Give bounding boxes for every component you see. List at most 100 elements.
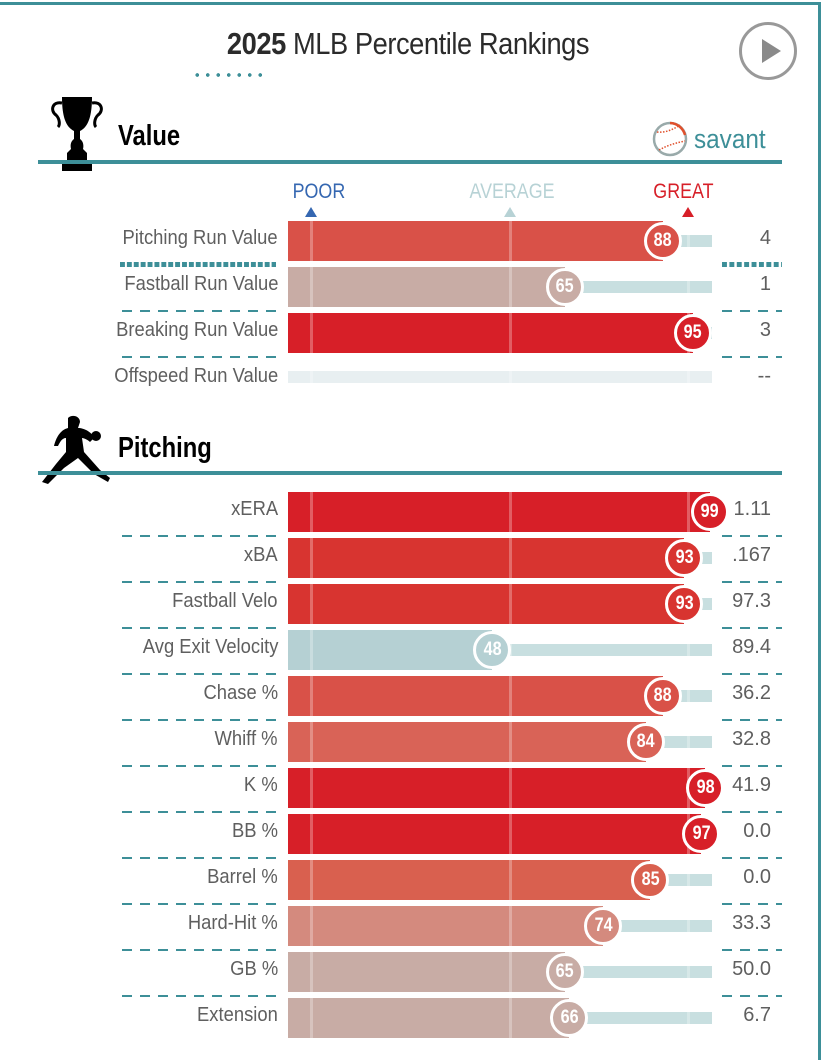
- average-gridline: [509, 538, 512, 578]
- row-divider: [722, 949, 782, 951]
- metric-row[interactable]: Chase % 88 36.2: [0, 676, 816, 716]
- poor-gridline: [310, 313, 313, 353]
- row-divider: [122, 535, 278, 537]
- poor-gridline: [310, 952, 313, 992]
- metric-label: Fastball Velo: [172, 590, 278, 612]
- metric-label: GB %: [229, 958, 278, 980]
- trophy-icon: [51, 97, 103, 171]
- poor-gridline: [310, 998, 313, 1038]
- section-divider-value: [38, 160, 782, 164]
- great-gridline: [687, 860, 690, 900]
- average-gridline: [509, 814, 512, 854]
- row-divider: [122, 581, 278, 583]
- metric-row[interactable]: Whiff % 84 32.8: [0, 722, 816, 762]
- average-gridline: [509, 998, 512, 1038]
- great-gridline: [687, 630, 690, 670]
- row-divider: [122, 995, 278, 997]
- percentile-bar: [288, 952, 565, 992]
- metric-row[interactable]: Fastball Run Value 65 1: [0, 267, 816, 307]
- percentile-badge: 88: [643, 222, 682, 260]
- row-divider: [122, 765, 278, 767]
- row-divider: [122, 310, 278, 312]
- average-gridline: [509, 768, 512, 808]
- metric-value: --: [757, 365, 771, 387]
- percentile-bar: [288, 722, 646, 762]
- percentile-track: [288, 371, 712, 383]
- percentile-value: 93: [675, 593, 694, 614]
- metric-label: Offspeed Run Value: [113, 365, 278, 387]
- metric-row[interactable]: xBA 93 .167: [0, 538, 816, 578]
- great-gridline: [687, 998, 690, 1038]
- title-underline-dots: [192, 73, 266, 77]
- poor-gridline: [310, 630, 313, 670]
- average-gridline: [509, 676, 512, 716]
- page-title: 2025 MLB Percentile Rankings: [49, 26, 767, 62]
- poor-gridline: [310, 906, 313, 946]
- percentile-value: 74: [594, 915, 613, 936]
- metric-label: Hard-Hit %: [188, 912, 278, 934]
- metric-label: Extension: [197, 1004, 278, 1026]
- percentile-badge: 95: [673, 314, 712, 352]
- row-divider: [722, 903, 782, 905]
- average-gridline: [509, 313, 512, 353]
- percentile-value: 99: [700, 501, 719, 522]
- savant-logo[interactable]: savant: [652, 120, 774, 158]
- average-gridline: [509, 722, 512, 762]
- great-gridline: [687, 221, 690, 261]
- percentile-badge: 48: [473, 631, 512, 669]
- row-divider: [722, 857, 782, 859]
- row-divider: [722, 581, 782, 583]
- scale-label-great: GREAT: [653, 180, 714, 203]
- poor-marker-icon: [305, 207, 317, 217]
- metric-value: 1: [759, 273, 771, 295]
- pitcher-icon: [42, 415, 110, 484]
- percentile-value: 65: [555, 961, 574, 982]
- metric-row[interactable]: BB % 97 0.0: [0, 814, 816, 854]
- average-gridline: [509, 221, 512, 261]
- metric-value: 0.0: [743, 866, 771, 888]
- row-divider: [722, 719, 782, 721]
- great-marker-icon: [682, 207, 694, 217]
- metric-value: 0.0: [743, 820, 771, 842]
- metric-row[interactable]: Pitching Run Value 88 4: [0, 221, 816, 261]
- metric-value: 97.3: [732, 590, 771, 612]
- poor-gridline: [310, 768, 313, 808]
- play-button[interactable]: [739, 22, 797, 80]
- row-divider: [722, 535, 782, 537]
- average-gridline: [509, 492, 512, 532]
- row-divider: [722, 995, 782, 997]
- metric-row[interactable]: xERA 99 1.11: [0, 492, 816, 532]
- metric-row[interactable]: Hard-Hit % 74 33.3: [0, 906, 816, 946]
- section-title-value: Value: [118, 120, 181, 152]
- row-divider: [722, 627, 782, 629]
- row-divider: [722, 262, 782, 267]
- metric-value: 4: [759, 227, 771, 249]
- metric-value: 89.4: [732, 636, 771, 658]
- metric-label: Avg Exit Velocity: [142, 636, 278, 658]
- percentile-bar: [288, 998, 570, 1038]
- row-divider: [122, 719, 278, 721]
- metric-label: Pitching Run Value: [122, 227, 278, 249]
- metric-row[interactable]: Breaking Run Value 95 3: [0, 313, 816, 353]
- metric-label: xERA: [230, 498, 278, 520]
- metric-label: xBA: [244, 544, 278, 566]
- percentile-badge: 98: [686, 769, 725, 807]
- metric-row[interactable]: K % 98 41.9: [0, 768, 816, 808]
- metric-row[interactable]: Extension 66 6.7: [0, 998, 816, 1038]
- metric-row[interactable]: Barrel % 85 0.0: [0, 860, 816, 900]
- metric-row[interactable]: Offspeed Run Value --: [0, 359, 816, 399]
- metric-row[interactable]: GB % 65 50.0: [0, 952, 816, 992]
- metric-row[interactable]: Fastball Velo 93 97.3: [0, 584, 816, 624]
- row-divider: [122, 811, 278, 813]
- percentile-bar: [288, 313, 693, 353]
- percentile-bar: [288, 267, 565, 307]
- poor-gridline: [310, 538, 313, 578]
- metric-value: 41.9: [732, 774, 771, 796]
- row-divider: [122, 903, 278, 905]
- play-icon: [762, 39, 781, 63]
- metric-row[interactable]: Avg Exit Velocity 48 89.4: [0, 630, 816, 670]
- savant-wordmark: savant: [694, 123, 766, 154]
- row-divider: [122, 356, 278, 358]
- percentile-badge: 88: [643, 677, 682, 715]
- metric-value: 50.0: [732, 958, 771, 980]
